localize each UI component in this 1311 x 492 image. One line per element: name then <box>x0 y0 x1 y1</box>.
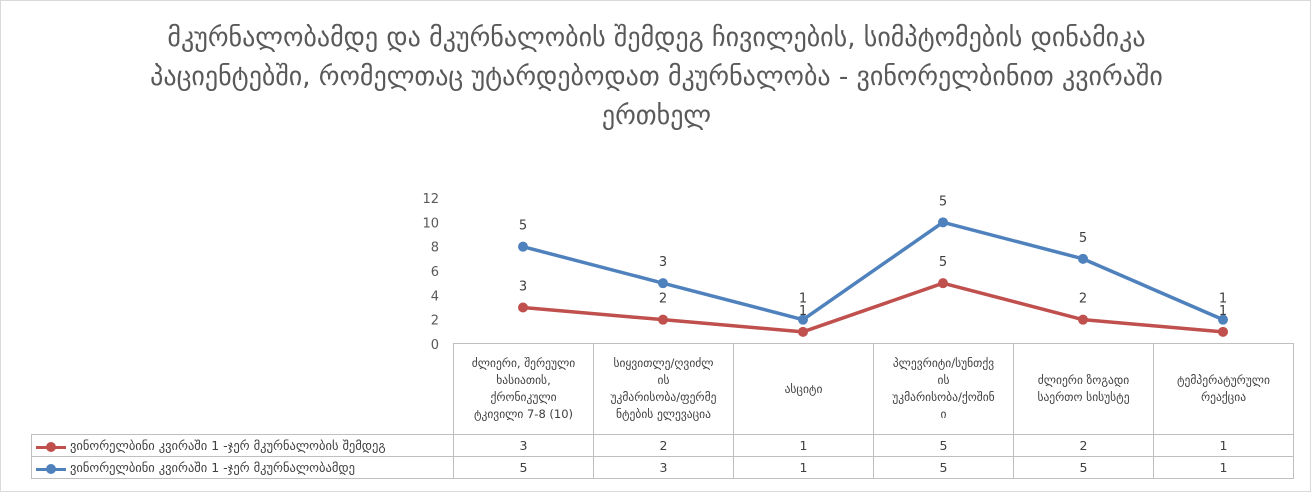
table-cell: 2 <box>593 434 734 457</box>
table-cell: 2 <box>1013 434 1154 457</box>
data-point <box>1078 314 1088 325</box>
legend-key <box>36 441 66 452</box>
legend-entry: ვინორელბინი კვირაში 1 -ჯერ მკურნალობის შ… <box>31 434 454 457</box>
y-tick-label: 6 <box>431 265 439 280</box>
data-point <box>658 314 668 325</box>
legend-key <box>36 463 66 474</box>
data-point <box>1078 253 1088 264</box>
y-tick-label: 2 <box>431 314 439 329</box>
y-tick-label: 12 <box>422 192 439 207</box>
table-cell: 3 <box>593 456 734 479</box>
data-label: 2 <box>1079 292 1087 307</box>
data-label: 1 <box>1219 292 1227 307</box>
chart-title: მკურნალობამდე და მკურნალობის შემდეგ ჩივი… <box>150 23 1163 131</box>
category-label: ძლიერი, შერეული ხასიათის, ქრონიკული ტკივილი… <box>453 343 594 435</box>
data-label: 1 <box>799 292 807 307</box>
data-label: 5 <box>939 194 947 209</box>
category-label: ასციტი <box>733 343 874 435</box>
y-tick-label: 8 <box>431 241 439 256</box>
data-point <box>938 217 948 228</box>
data-point <box>798 314 808 325</box>
data-label: 2 <box>659 292 667 307</box>
y-tick-label: 10 <box>422 216 439 231</box>
table-cell: 5 <box>1013 456 1154 479</box>
data-label: 3 <box>519 280 527 295</box>
series-name: ვინორელბინი კვირაში 1 -ჯერ მკურნალობის შ… <box>70 438 386 453</box>
data-label: 1 <box>1219 304 1227 319</box>
category-label: სიყვითლე/ღვიძლ ის უკმარისობა/ფერმე ნტების ე… <box>593 343 734 435</box>
data-label: 3 <box>659 255 667 270</box>
table-cell: 3 <box>453 434 594 457</box>
series-line <box>522 281 1224 334</box>
data-point <box>658 278 668 289</box>
table-cell: 5 <box>873 434 1014 457</box>
table-row: ვინორელბინი კვირაში 1 -ჯერ მკურნალობის შ… <box>31 434 1294 457</box>
table-cell: 5 <box>453 456 594 479</box>
table-cell: 1 <box>1153 434 1294 457</box>
data-point <box>518 241 528 252</box>
category-header-row: ძლიერი, შერეული ხასიათის, ქრონიკული ტკივილი… <box>31 343 1294 435</box>
data-point <box>518 302 528 313</box>
category-label: ტემპერატურული რეაქცია <box>1153 343 1294 435</box>
data-label: 5 <box>519 219 527 234</box>
category-label: პლევრიტი/სუნთქვ ის უკმარისობა/ქოშინ ი <box>873 343 1014 435</box>
category-label: ძლიერი ზოგადი საერთო სისუსტე <box>1013 343 1154 435</box>
y-tick-label: 4 <box>431 289 439 304</box>
series-line <box>522 220 1224 322</box>
legend-entry: ვინორელბინი კვირაში 1 -ჯერ მკურნალობამდე <box>31 456 454 479</box>
data-point <box>1218 314 1228 325</box>
table-cell: 1 <box>733 434 874 457</box>
data-label: 1 <box>799 304 807 319</box>
data-point <box>938 278 948 289</box>
table-cell: 1 <box>1153 456 1294 479</box>
data-label: 5 <box>1079 231 1087 246</box>
data-table: ძლიერი, შერეული ხასიათის, ქრონიკული ტკივილი… <box>31 343 1294 479</box>
series-name: ვინორელბინი კვირაში 1 -ჯერ მკურნალობამდე <box>70 460 355 475</box>
data-point <box>798 326 808 337</box>
data-point <box>1218 326 1228 337</box>
table-corner <box>31 343 454 435</box>
data-label: 5 <box>939 255 947 270</box>
table-cell: 5 <box>873 456 1014 479</box>
table-cell: 1 <box>733 456 874 479</box>
table-row: ვინორელბინი კვირაში 1 -ჯერ მკურნალობამდე… <box>31 456 1294 479</box>
